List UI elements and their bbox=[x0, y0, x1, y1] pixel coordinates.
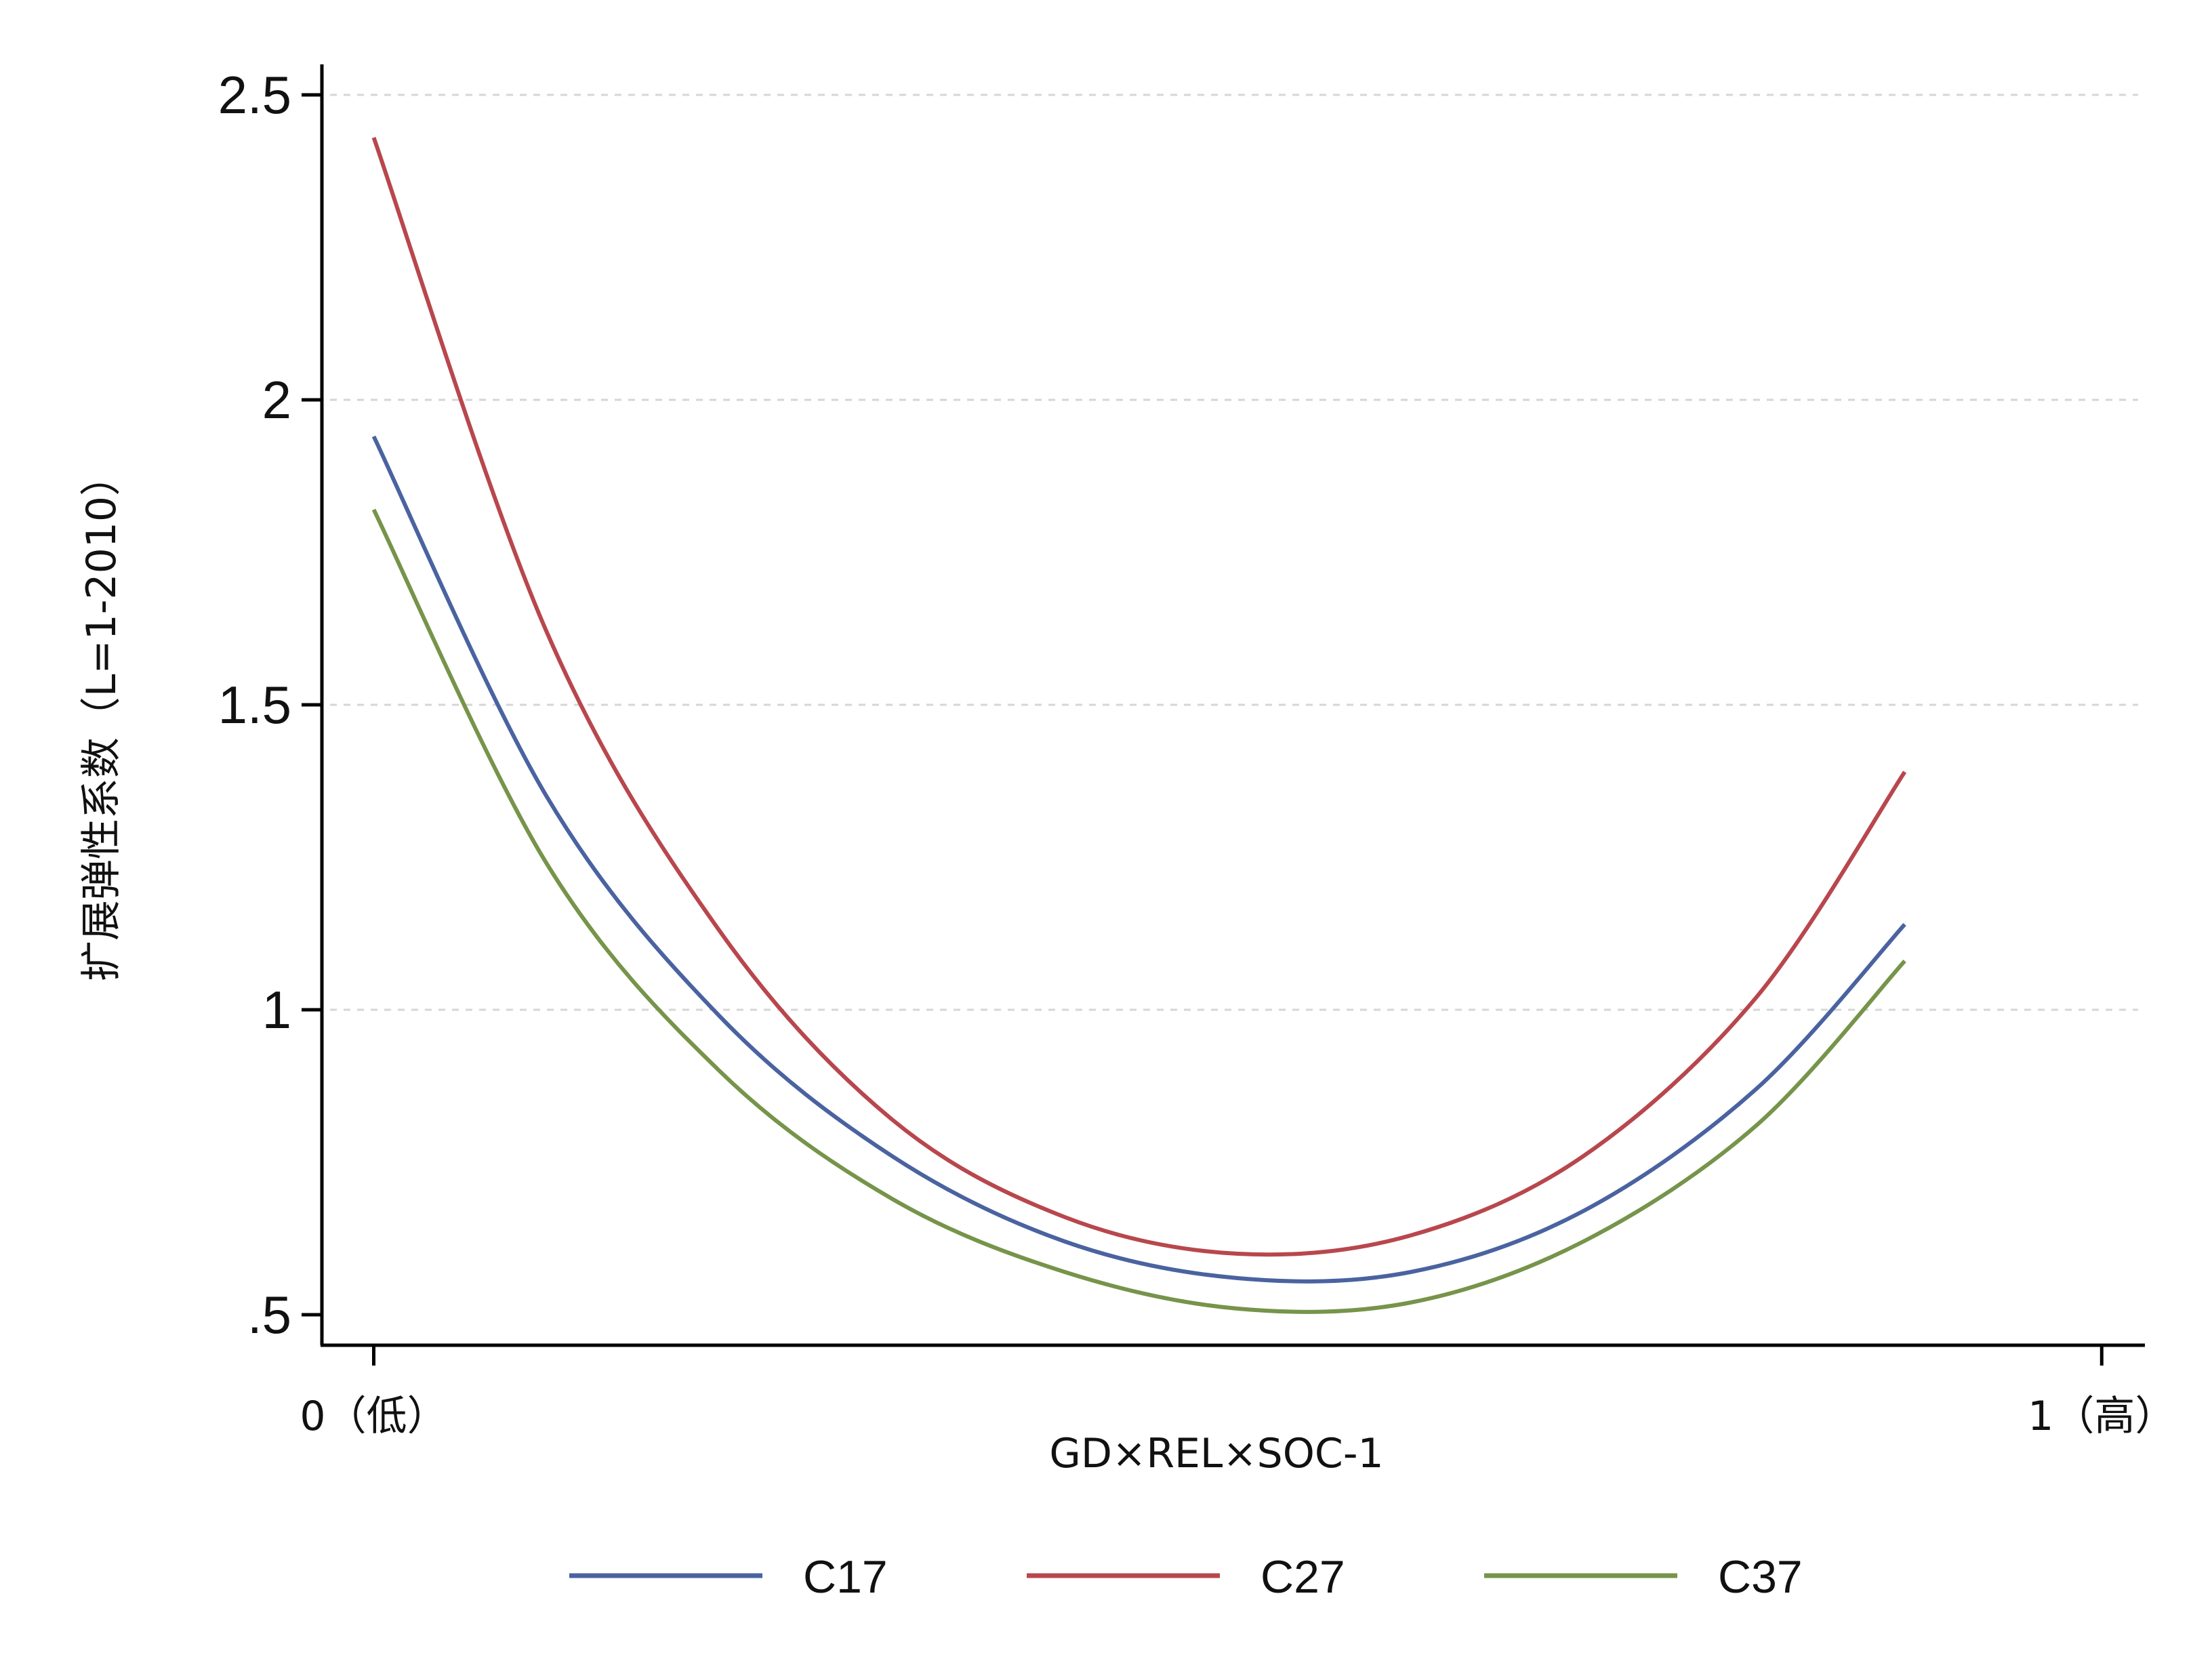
legend-label-c37: C37 bbox=[1718, 1551, 1803, 1603]
y-axis-title: 扩展弹性系数（L=1-2010） bbox=[78, 455, 125, 981]
y-tick-label: 2.5 bbox=[218, 65, 291, 125]
x-tick-label: 0（低） bbox=[300, 1393, 447, 1440]
y-tick-label: 1.5 bbox=[218, 675, 291, 735]
grid-lines bbox=[330, 94, 2138, 1011]
series-lines bbox=[371, 137, 1907, 1314]
legend-label-c27: C27 bbox=[1261, 1551, 1345, 1603]
series-line-c17 bbox=[371, 435, 1906, 1284]
y-tick-label: .5 bbox=[247, 1285, 291, 1345]
legend-label-c17: C17 bbox=[803, 1551, 888, 1603]
tick-labels: .5 1 1.5 2 2.5 0（低） 1（高） bbox=[218, 65, 2176, 1440]
axes bbox=[302, 64, 2145, 1366]
series-line-c27 bbox=[371, 137, 1907, 1257]
y-tick-label: 2 bbox=[262, 370, 291, 430]
y-tick-label: 1 bbox=[262, 980, 291, 1040]
legend: C17 C27 C37 bbox=[569, 1551, 1803, 1603]
series-line-c37 bbox=[371, 508, 1906, 1314]
x-tick-label: 1（高） bbox=[2028, 1393, 2175, 1440]
x-axis-title: GD×REL×SOC-1 bbox=[1049, 1430, 1383, 1477]
